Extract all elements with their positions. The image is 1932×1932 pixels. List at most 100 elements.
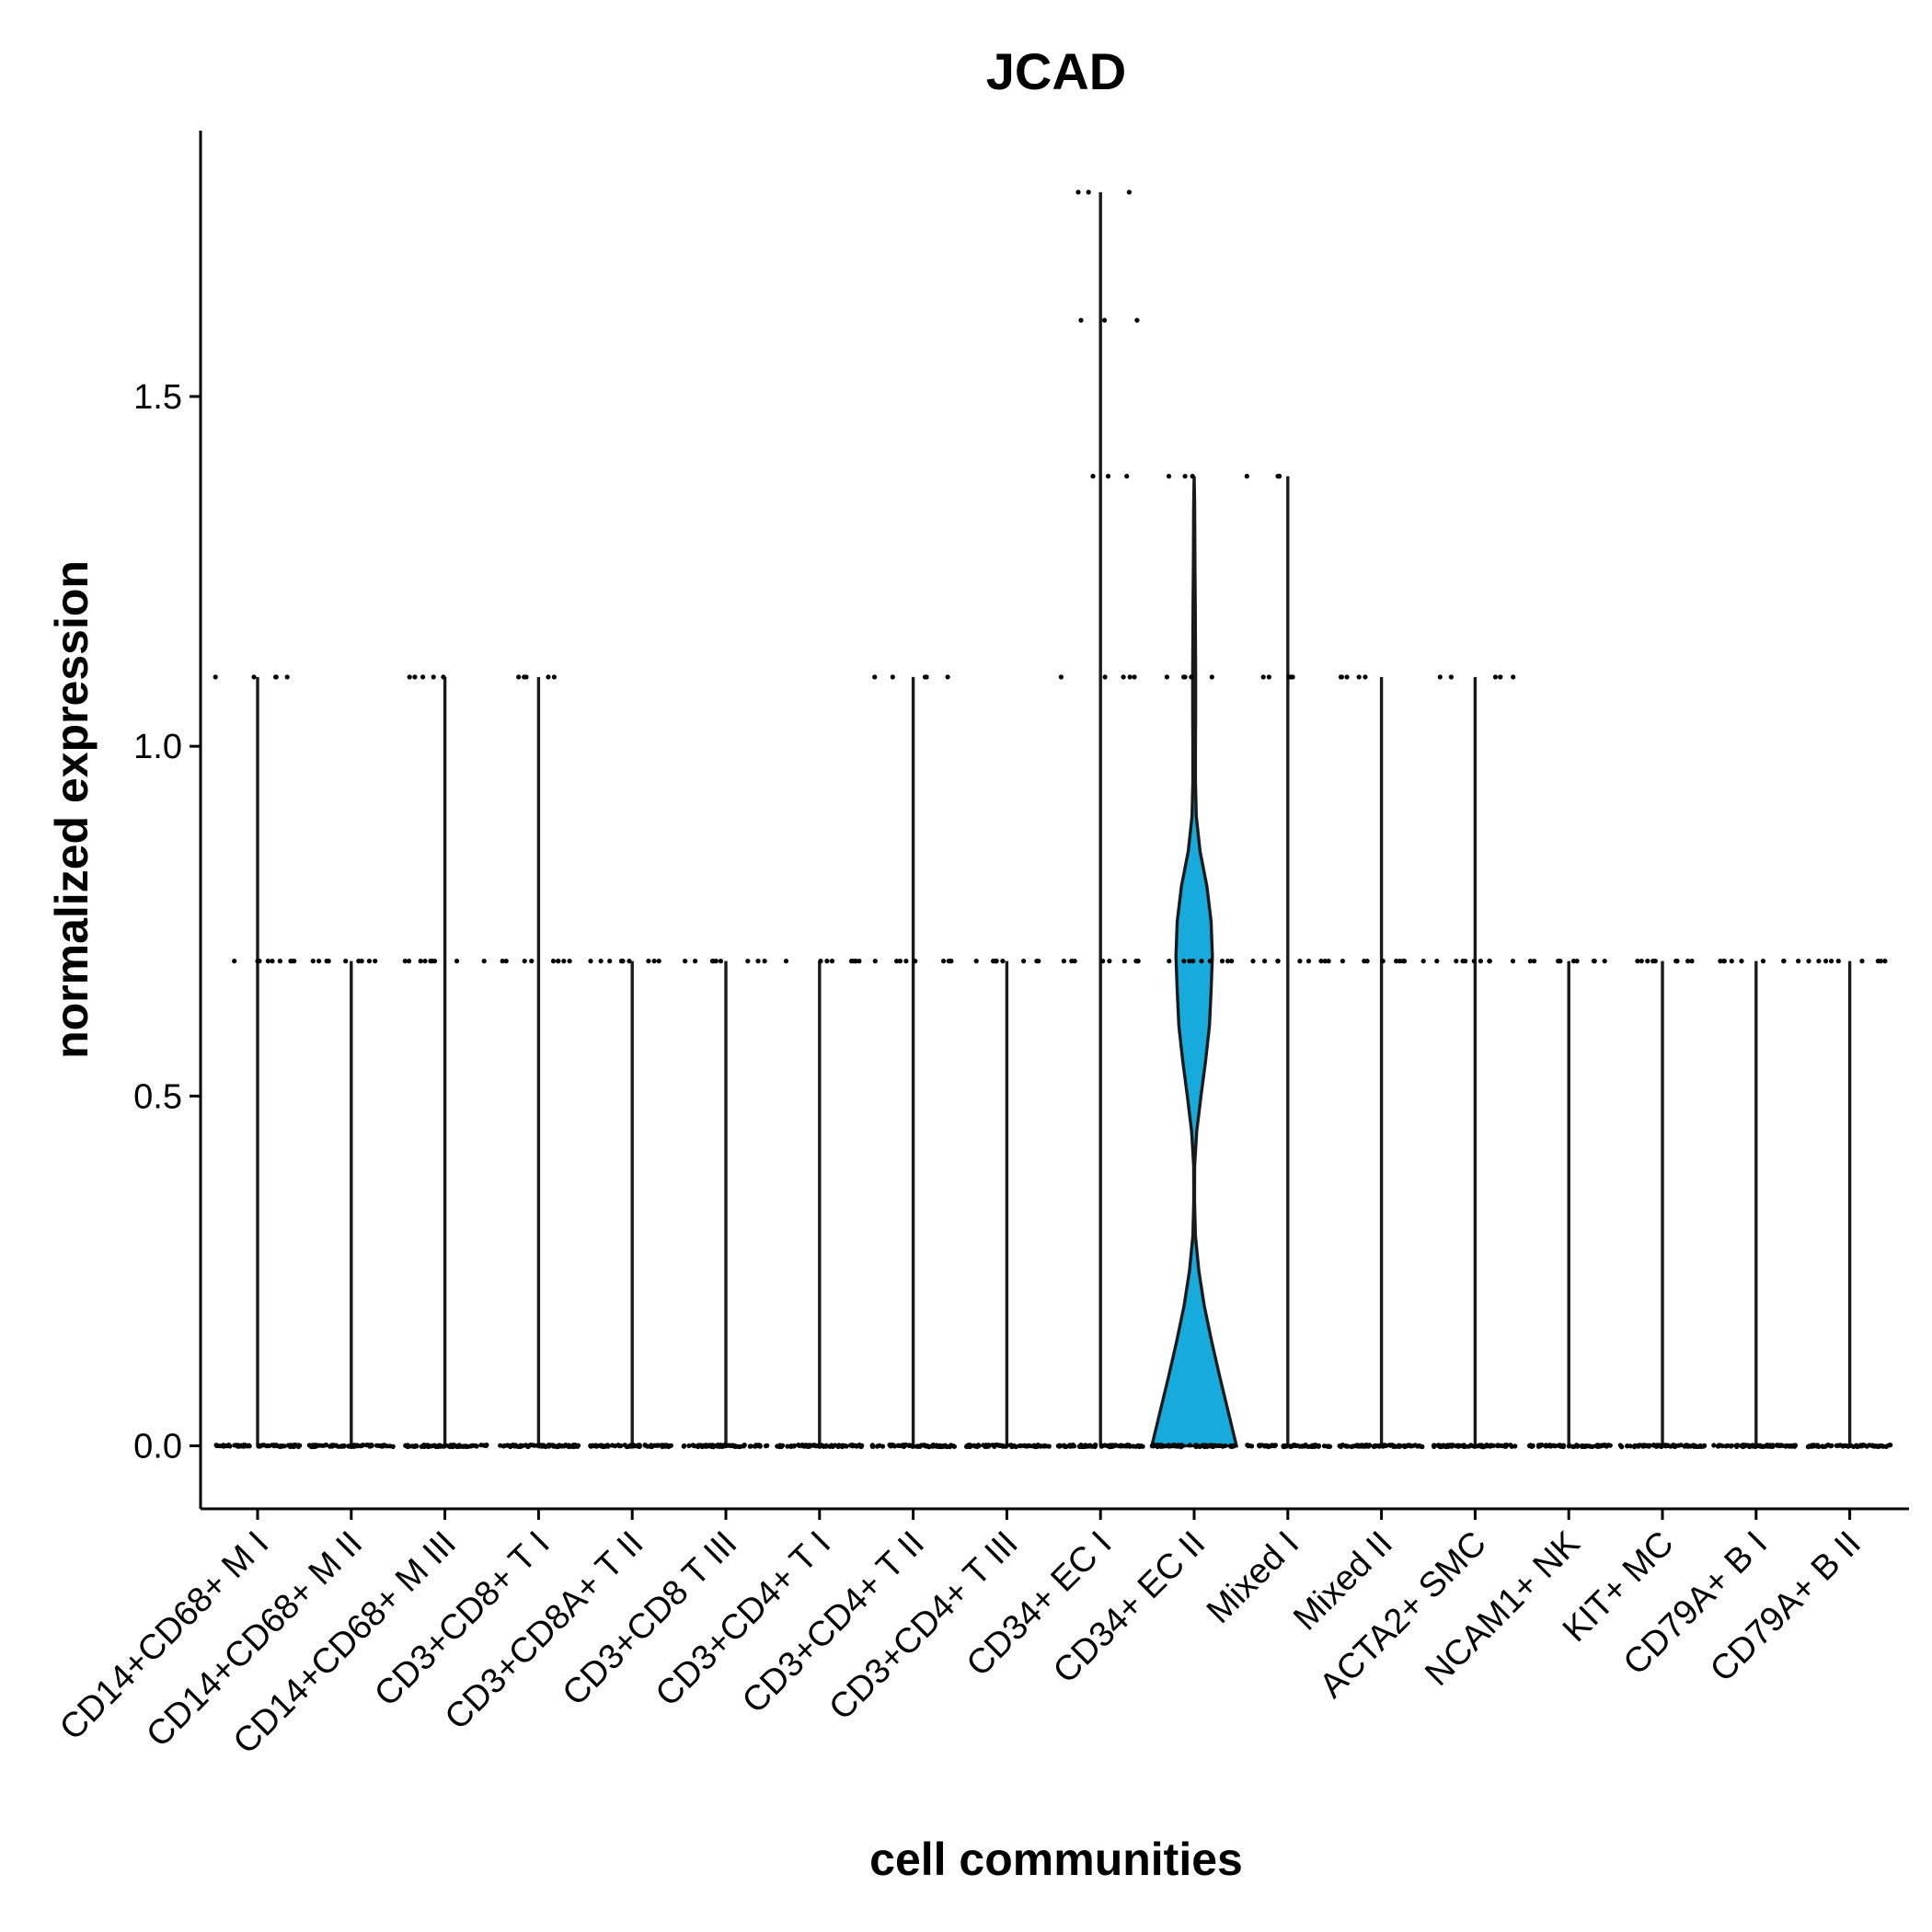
data-point — [1402, 1443, 1408, 1450]
group-17 — [1805, 959, 1893, 1450]
data-point — [431, 959, 438, 964]
data-point — [567, 959, 572, 964]
data-point — [1011, 1443, 1017, 1449]
data-point — [901, 1443, 906, 1449]
data-point — [450, 1443, 455, 1450]
data-point — [1602, 959, 1607, 964]
data-point — [1124, 474, 1130, 479]
data-point — [627, 959, 632, 964]
group-9 — [1055, 190, 1145, 1450]
data-point — [1875, 959, 1880, 964]
data-point — [522, 959, 527, 964]
data-point — [686, 1443, 692, 1449]
data-point — [785, 1443, 790, 1449]
data-point — [454, 1443, 460, 1450]
data-point — [1478, 959, 1483, 964]
data-point — [615, 1443, 621, 1448]
data-point — [431, 674, 436, 680]
data-point — [560, 1443, 566, 1449]
data-point — [848, 959, 855, 964]
data-point — [500, 959, 505, 964]
data-point — [213, 674, 218, 680]
group-11 — [1244, 474, 1333, 1450]
data-point — [1124, 1443, 1130, 1448]
data-point — [1116, 1443, 1121, 1449]
data-point — [481, 959, 487, 964]
data-point — [1739, 959, 1744, 964]
data-point — [1187, 1443, 1192, 1448]
data-point — [256, 1443, 261, 1449]
data-point — [1309, 1443, 1315, 1450]
data-point — [1558, 1443, 1563, 1449]
data-point — [1266, 674, 1271, 680]
data-point — [351, 1443, 357, 1448]
data-point — [1318, 959, 1324, 964]
data-point — [915, 1443, 921, 1449]
data-point — [1668, 1443, 1673, 1449]
data-point — [996, 1443, 1002, 1448]
group-12 — [1337, 674, 1426, 1450]
data-point — [840, 1443, 845, 1448]
data-point — [1326, 959, 1331, 964]
data-point — [1454, 959, 1459, 964]
data-point — [1339, 674, 1344, 680]
data-point — [662, 1443, 669, 1449]
data-point — [420, 674, 426, 680]
data-point — [438, 1443, 443, 1448]
data-point — [858, 1443, 864, 1449]
data-point — [1322, 959, 1328, 964]
data-point — [792, 1443, 798, 1449]
data-point — [1711, 1443, 1717, 1448]
data-point — [1181, 959, 1187, 964]
data-point — [1340, 1443, 1345, 1448]
data-point — [1835, 959, 1841, 964]
data-point — [1208, 1443, 1214, 1448]
data-point — [1262, 959, 1268, 964]
data-point — [1729, 959, 1734, 964]
data-point — [546, 674, 551, 680]
data-point — [824, 959, 830, 964]
data-point — [1029, 1443, 1035, 1449]
data-point — [247, 1443, 252, 1449]
data-point — [1244, 474, 1249, 479]
data-point — [1592, 959, 1597, 964]
data-point — [284, 674, 290, 680]
data-point — [356, 959, 362, 964]
data-point — [1510, 959, 1516, 964]
data-point — [1475, 1443, 1480, 1449]
data-point — [894, 959, 900, 964]
data-point — [1820, 1443, 1825, 1449]
data-point — [1344, 1443, 1350, 1449]
data-point — [983, 1443, 989, 1448]
data-point — [1870, 1443, 1876, 1449]
data-point — [800, 1443, 806, 1448]
data-point — [1813, 1443, 1819, 1449]
data-point — [1882, 959, 1888, 964]
data-point — [251, 674, 257, 680]
data-point — [1182, 674, 1188, 680]
data-point — [1888, 1443, 1893, 1448]
data-point — [1387, 1443, 1393, 1448]
data-point — [1715, 1443, 1720, 1449]
data-point — [1478, 1443, 1485, 1450]
data-point — [1805, 1444, 1811, 1450]
data-point — [897, 959, 903, 964]
data-point — [1199, 959, 1204, 964]
data-point — [516, 1443, 522, 1449]
data-point — [551, 674, 558, 680]
data-point — [645, 1443, 650, 1449]
data-point — [975, 1443, 981, 1448]
data-point — [473, 1443, 478, 1449]
group-5 — [681, 959, 770, 1450]
data-point — [693, 959, 698, 964]
y-tick-label: 0.0 — [133, 1428, 182, 1466]
data-point — [1570, 959, 1577, 964]
data-point — [1396, 1443, 1401, 1449]
data-point — [1796, 959, 1801, 964]
data-point — [1759, 1443, 1765, 1449]
data-point — [830, 1443, 835, 1449]
data-point — [1344, 674, 1350, 680]
data-point — [556, 1443, 561, 1450]
data-point — [854, 1443, 859, 1449]
